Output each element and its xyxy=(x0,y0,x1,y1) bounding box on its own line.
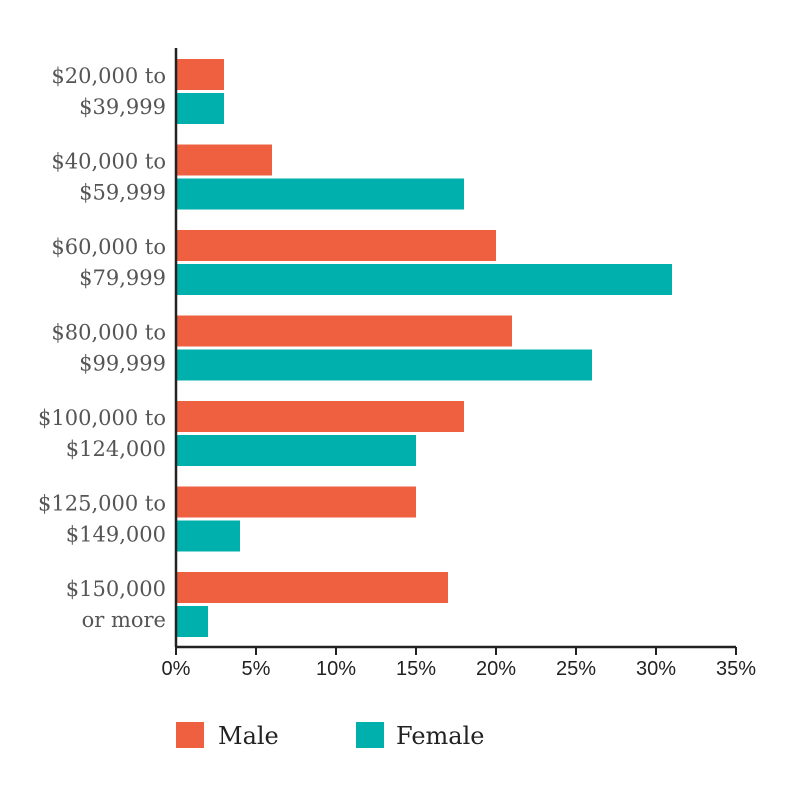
bar-male-2 xyxy=(176,230,496,261)
category-label-6: $150,000 or more xyxy=(66,577,166,632)
bar-male-3 xyxy=(176,315,512,347)
x-tick-label-4: 20% xyxy=(476,658,516,680)
x-tick-label-2: 10% xyxy=(316,658,356,680)
category-labels: $20,000 to $39,999 $40,000 to $59,999 $60,00… xyxy=(38,64,166,632)
bar-male-1 xyxy=(176,144,272,176)
category-label-2: $60,000 to $79,999 xyxy=(51,235,166,290)
bar-female-1 xyxy=(176,178,464,210)
legend-label-male: Male xyxy=(218,722,279,750)
bar-male-4 xyxy=(176,401,464,432)
category-label-4: $100,000 to $124,000 xyxy=(38,406,166,461)
bar-male-0 xyxy=(176,59,224,90)
legend: Male Female xyxy=(176,722,485,750)
x-tick-label-5: 25% xyxy=(556,658,596,680)
category-label-1: $40,000 to $59,999 xyxy=(51,150,166,205)
category-label-0: $20,000 to $39,999 xyxy=(51,64,166,119)
bar-female-6 xyxy=(176,606,208,637)
x-tick-label-6: 30% xyxy=(636,658,676,680)
bar-male-6 xyxy=(176,572,448,603)
bar-female-0 xyxy=(176,93,224,124)
bar-female-5 xyxy=(176,520,240,552)
x-axis-ticks: 0% 5% 10% 15% 20% 25% 30% 35% xyxy=(162,647,756,680)
x-tick-label-3: 15% xyxy=(396,658,436,680)
x-tick-label-7: 35% xyxy=(716,658,756,680)
x-tick-label-0: 0% xyxy=(162,658,191,680)
x-tick-label-1: 5% xyxy=(242,658,271,680)
category-label-5: $125,000 to $149,000 xyxy=(38,492,166,547)
bar-female-3 xyxy=(176,349,592,381)
bar-male-5 xyxy=(176,486,416,518)
bar-female-4 xyxy=(176,435,416,466)
category-label-3: $80,000 to $99,999 xyxy=(51,321,166,376)
axes-group xyxy=(174,48,736,649)
bars-group xyxy=(176,59,672,637)
legend-label-female: Female xyxy=(396,722,485,750)
legend-swatch-female xyxy=(356,722,384,748)
legend-swatch-male xyxy=(176,722,204,748)
bar-female-2 xyxy=(176,264,672,295)
